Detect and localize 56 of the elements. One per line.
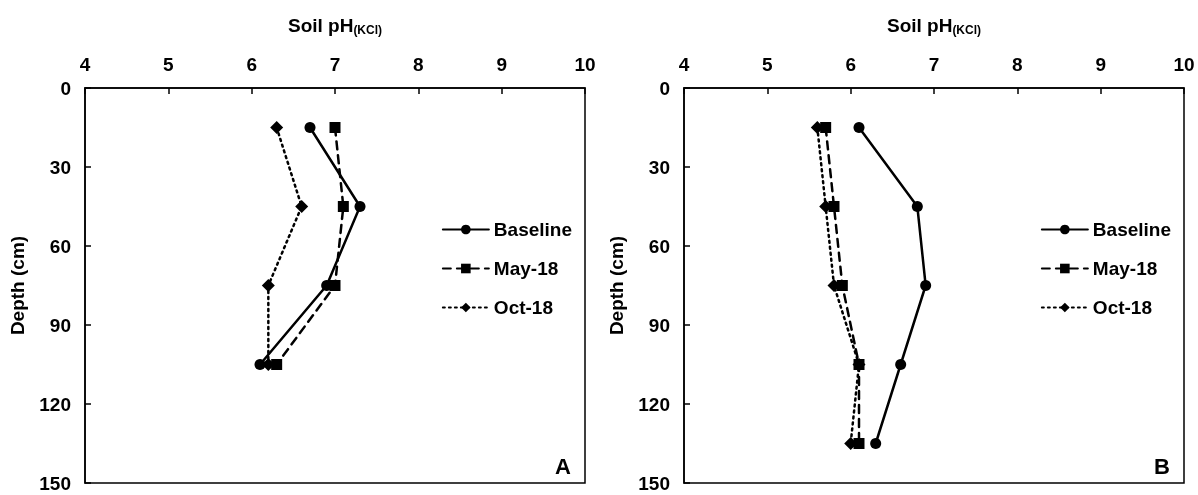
point xyxy=(853,438,865,449)
point xyxy=(254,359,266,370)
x-tick-label: 10 xyxy=(574,54,596,75)
legend-label: Baseline xyxy=(493,219,572,240)
y-tick-label: 30 xyxy=(49,156,71,178)
y-axis-title: Depth (cm) xyxy=(7,235,28,336)
point xyxy=(329,122,341,133)
point xyxy=(295,200,309,213)
x-tick-label: 9 xyxy=(1095,54,1106,75)
x-tick-label: 8 xyxy=(413,54,424,75)
point xyxy=(853,359,865,370)
y-tick-label: 150 xyxy=(39,472,71,494)
y-tick-label: 90 xyxy=(49,314,71,336)
y-axis-title: Depth (cm) xyxy=(606,235,627,336)
point xyxy=(828,201,840,212)
legend-label: Oct-18 xyxy=(493,297,553,318)
x-tick-label: 7 xyxy=(928,54,940,75)
y-tick-label: 150 xyxy=(638,472,670,494)
point xyxy=(870,438,882,449)
point xyxy=(270,121,284,134)
legend-label: Baseline xyxy=(1092,219,1171,240)
point xyxy=(329,280,341,291)
legend-label: Oct-18 xyxy=(1092,297,1152,318)
point xyxy=(853,122,865,133)
x-tick-label: 10 xyxy=(1173,54,1195,75)
legend-label: May-18 xyxy=(493,258,559,279)
point xyxy=(337,201,349,212)
x-tick-label: 4 xyxy=(79,54,91,75)
y-tick-label: 60 xyxy=(648,235,670,257)
y-tick-label: 120 xyxy=(638,393,670,415)
point xyxy=(895,359,907,370)
y-tick-label: 120 xyxy=(39,393,71,415)
x-tick-label: 6 xyxy=(246,54,257,75)
point xyxy=(911,201,923,212)
point xyxy=(354,201,366,212)
annotation: B xyxy=(1154,453,1170,479)
annotation: A xyxy=(555,453,572,479)
y-tick-label: 60 xyxy=(49,235,71,257)
x-tick-label: 6 xyxy=(845,54,856,75)
y-tick-label: 0 xyxy=(659,77,670,99)
point xyxy=(261,279,275,292)
x-tick-label: 5 xyxy=(163,54,175,75)
x-tick-label: 8 xyxy=(1012,54,1023,75)
legend-label: May-18 xyxy=(1092,258,1158,279)
point xyxy=(304,122,316,133)
y-tick-label: 0 xyxy=(60,77,71,99)
y-tick-label: 30 xyxy=(648,156,670,178)
point xyxy=(271,359,283,370)
point xyxy=(920,280,932,291)
x-tick-label: 4 xyxy=(678,54,690,75)
point xyxy=(820,122,832,133)
x-tick-label: 9 xyxy=(496,54,507,75)
point xyxy=(836,280,848,291)
x-tick-label: 7 xyxy=(329,54,341,75)
y-tick-label: 90 xyxy=(648,314,670,336)
x-tick-label: 5 xyxy=(762,54,774,75)
